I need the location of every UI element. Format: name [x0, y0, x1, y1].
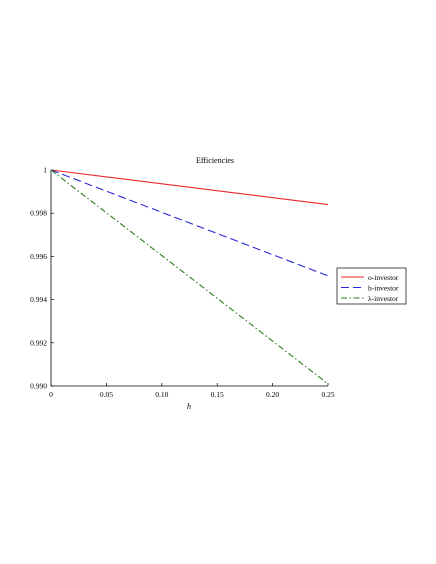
- x-tick-label: 0.15: [211, 390, 224, 399]
- x-tick-label: 0: [49, 390, 53, 399]
- y-tick-label: 0.992: [30, 338, 47, 347]
- legend-box: [336, 267, 407, 305]
- x-tick-label: 0.10: [155, 390, 168, 399]
- chart-title: Efficiencies: [196, 156, 234, 165]
- y-tick-label: 0.994: [30, 295, 47, 304]
- y-tick-label: 1: [43, 166, 47, 175]
- x-tick-label: 0.25: [321, 390, 334, 399]
- legend-label-o-investor: o-investor: [368, 273, 399, 282]
- plot-area: [50, 170, 328, 387]
- series-line-o-investor: [50, 169, 329, 206]
- y-tick-label: 0.998: [30, 209, 47, 218]
- x-axis-label: h: [187, 402, 191, 411]
- x-tick-label: 0.20: [266, 390, 279, 399]
- y-tick-label: 0.996: [30, 252, 47, 261]
- legend-label-investor: λ-investor: [368, 294, 399, 303]
- series-line-h-investor: [50, 169, 329, 277]
- x-tick-label: 0.05: [100, 390, 113, 399]
- series-line-investor: [50, 169, 329, 385]
- y-ticks: 0.990 0.992 0.994 0.996 0.998 1: [30, 166, 54, 391]
- series-lines: [50, 169, 329, 385]
- legend-label-h-investor: h-investor: [368, 283, 399, 292]
- y-tick-label: 0.990: [30, 382, 47, 391]
- x-ticks: 0 0.05 0.10 0.15 0.20 0.25: [49, 383, 335, 399]
